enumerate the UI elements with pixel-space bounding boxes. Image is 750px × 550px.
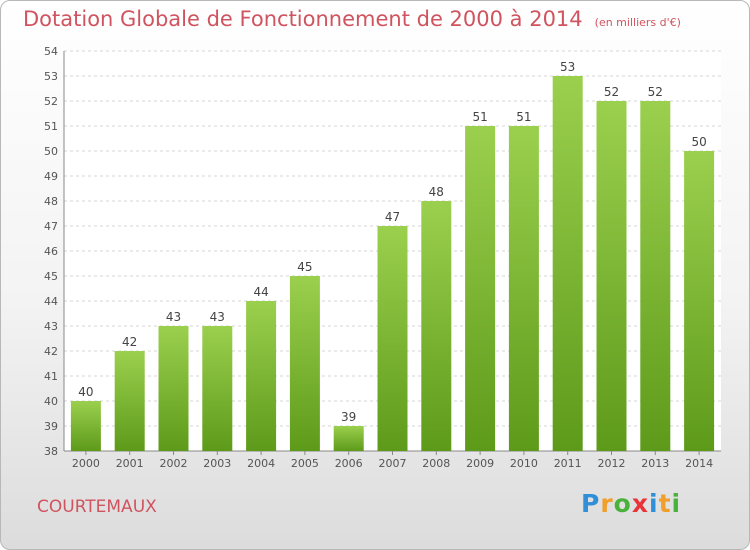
y-tick-label: 41 [44,370,58,383]
data-label: 48 [429,185,444,199]
data-label: 50 [691,135,706,149]
y-tick-label: 46 [44,245,58,258]
data-label: 47 [385,210,400,224]
y-tick-label: 54 [44,45,58,58]
y-tick-label: 43 [44,320,58,333]
bar [421,201,452,451]
y-tick-label: 42 [44,345,58,358]
x-tick-label: 2008 [422,457,450,470]
bar [202,326,233,451]
y-tick-label: 53 [44,70,58,83]
x-tick-label: 2003 [203,457,231,470]
x-tick-label: 2001 [116,457,144,470]
logo-letter: t [658,489,672,518]
y-tick-label: 39 [44,420,58,433]
x-tick-label: 2013 [641,457,669,470]
x-tick-label: 2005 [291,457,319,470]
bar [465,126,496,451]
logo-letter: P [581,489,601,518]
data-label: 51 [516,110,531,124]
data-label: 52 [648,85,663,99]
data-label: 43 [210,310,225,324]
x-tick-label: 2014 [685,457,713,470]
data-label: 53 [560,60,575,74]
logo-letter: i [649,489,659,518]
logo-letter: o [613,489,632,518]
x-tick-label: 2007 [379,457,407,470]
bar [70,401,101,451]
x-tick-label: 2004 [247,457,275,470]
logo-letter: r [600,489,614,518]
bar [114,351,145,451]
data-label: 39 [341,410,356,424]
y-tick-label: 50 [44,145,58,158]
x-tick-label: 2012 [598,457,626,470]
y-tick-label: 47 [44,220,58,233]
y-tick-label: 40 [44,395,58,408]
y-tick-label: 45 [44,270,58,283]
data-label: 42 [122,335,137,349]
y-tick-label: 51 [44,120,58,133]
bar [640,101,671,451]
x-tick-label: 2009 [466,457,494,470]
data-label: 45 [297,260,312,274]
town-name: COURTEMAUX [37,497,157,517]
bar [684,151,715,451]
data-label: 44 [253,285,268,299]
y-tick-label: 49 [44,170,58,183]
y-tick-label: 52 [44,95,58,108]
bar [158,326,189,451]
data-label: 40 [78,385,93,399]
chart-unit: (en milliers d'€) [594,16,681,29]
logo-letter: i [671,489,682,518]
x-tick-label: 2010 [510,457,538,470]
data-label: 51 [472,110,487,124]
bar [552,76,583,451]
y-tick-label: 38 [44,445,58,458]
chart-title-text: Dotation Globale de Fonctionnement de 20… [23,7,583,31]
bar [596,101,627,451]
x-tick-label: 2006 [335,457,363,470]
proxiti-logo[interactable]: Proxiti [581,489,681,518]
bar [289,276,320,451]
x-tick-label: 2011 [554,457,582,470]
bar [246,301,277,451]
y-tick-label: 44 [44,295,58,308]
bar [377,226,408,451]
y-tick-label: 48 [44,195,58,208]
logo-letter: x [631,489,649,518]
x-tick-label: 2000 [72,457,100,470]
bar [333,426,364,451]
data-label: 43 [166,310,181,324]
x-tick-label: 2002 [160,457,188,470]
data-label: 52 [604,85,619,99]
bar [508,126,539,451]
chart-title: Dotation Globale de Fonctionnement de 20… [23,7,681,31]
